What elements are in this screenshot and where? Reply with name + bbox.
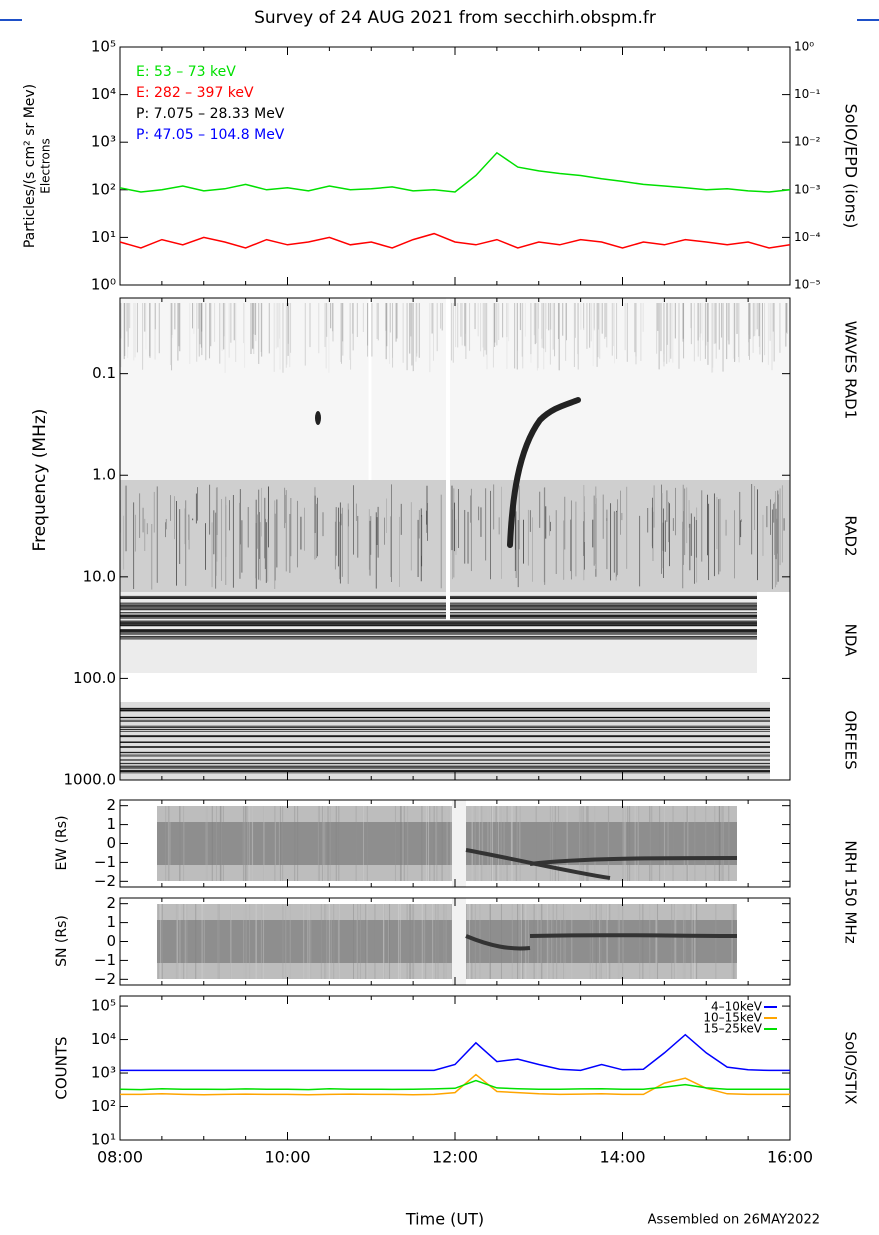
- y-axis-sublabel: Electrons: [39, 138, 53, 193]
- y-tick-label: 1: [106, 815, 116, 833]
- y-tick-label: 10¹: [91, 228, 116, 246]
- y2-axis-label: SolO/STIX: [842, 1031, 860, 1104]
- rad2-image: [120, 480, 790, 592]
- nrh-gap: [452, 800, 466, 887]
- chart-title: Survey of 24 AUG 2021 from secchirh.obsp…: [254, 8, 656, 28]
- y-tick-label: 1: [106, 913, 116, 931]
- panel-frame: [119, 46, 791, 286]
- orfees-image: [120, 702, 770, 780]
- y-tick-label: 10.0: [83, 567, 116, 585]
- band-label: NDA: [842, 624, 860, 658]
- band-label: WAVES RAD1: [842, 321, 860, 420]
- y-axis-label: Frequency (MHz): [30, 409, 50, 552]
- nrh-gap: [452, 898, 466, 985]
- y-tick-label: 2: [106, 894, 116, 912]
- y2-axis-label: SolO/EPD (ions): [842, 104, 861, 229]
- y-tick-label: 10⁰: [91, 276, 116, 294]
- x-tick-label: 08:00: [97, 1148, 143, 1167]
- y-axis-label: COUNTS: [53, 1036, 71, 1099]
- y-axis-label: EW (Rs): [54, 815, 70, 870]
- y-tick-label: 10³: [91, 1064, 116, 1082]
- y2-tick-label: 10⁻⁵: [794, 278, 821, 292]
- legend-entry: P: 47.05 – 104.8 MeV: [136, 127, 285, 143]
- data-line: [119, 1079, 790, 1091]
- data-line: [120, 1073, 790, 1096]
- y-tick-label: −2: [94, 872, 116, 890]
- y-tick-label: 0: [106, 834, 116, 852]
- legend-entry: E: 53 – 73 keV: [136, 64, 236, 80]
- y-tick-label: 100.0: [73, 669, 116, 687]
- y-tick-label: 2: [106, 796, 116, 814]
- y-tick-label: −1: [94, 951, 116, 969]
- y-axis-label: Particles/(s cm² sr Mev): [22, 84, 38, 248]
- y-tick-label: 0.1: [92, 364, 116, 382]
- x-tick-label: 12:00: [432, 1148, 478, 1167]
- y-axis-label: SN (Rs): [54, 915, 70, 967]
- y2-tick-label: 10⁻⁴: [794, 230, 821, 244]
- data-line: [119, 151, 791, 193]
- radio-blob: [315, 411, 321, 425]
- nrh-track: [465, 848, 738, 880]
- data-line: [119, 232, 791, 249]
- x-axis-label: Time (UT): [405, 1210, 484, 1229]
- data-line: [120, 1033, 790, 1072]
- legend-entry: 10–15keV: [703, 1011, 762, 1025]
- y2-tick-label: 10⁻²: [794, 135, 821, 149]
- radio-burst: [507, 397, 581, 548]
- nrh-core: [157, 920, 737, 963]
- legend-entry: P: 7.075 – 28.33 MeV: [136, 106, 285, 122]
- y2-tick-label: 10⁻³: [794, 182, 821, 196]
- legend-entry: 15–25keV: [703, 1022, 762, 1036]
- y-tick-label: 10⁴: [91, 85, 116, 103]
- x-tick-label: 10:00: [264, 1148, 310, 1167]
- spectrogram-images: [119, 298, 790, 985]
- y-tick-label: 10⁵: [91, 38, 116, 56]
- y-tick-label: 1.0: [92, 466, 116, 484]
- y-tick-label: 10³: [91, 133, 116, 151]
- band-label: ORFEES: [842, 710, 860, 769]
- y-tick-label: 10⁴: [91, 1030, 116, 1048]
- y-tick-label: −1: [94, 853, 116, 871]
- y-tick-label: 10²: [91, 1097, 116, 1115]
- y-tick-label: 10⁵: [91, 997, 116, 1015]
- band-label: RAD2: [842, 515, 860, 556]
- y2-tick-label: 10⁰: [794, 40, 814, 54]
- panel-frame: [119, 995, 791, 1141]
- y-tick-label: 10¹: [91, 1131, 116, 1149]
- rad1-image: [120, 298, 790, 480]
- annotation: Assembled on 26MAY2022: [648, 1213, 820, 1228]
- y-tick-label: 10²: [91, 180, 116, 198]
- y-tick-label: 1000.0: [64, 771, 117, 789]
- y-tick-label: 0: [106, 932, 116, 950]
- legend-entry: E: 282 – 397 keV: [136, 85, 254, 101]
- legend-entry: 4–10keV: [711, 1000, 763, 1014]
- nrh-track: [465, 933, 738, 951]
- side-label: NRH 150 MHz: [842, 840, 860, 943]
- y2-tick-label: 10⁻¹: [794, 87, 821, 101]
- y-tick-label: −2: [94, 970, 116, 988]
- x-tick-label: 16:00: [767, 1148, 813, 1167]
- x-tick-label: 14:00: [599, 1148, 645, 1167]
